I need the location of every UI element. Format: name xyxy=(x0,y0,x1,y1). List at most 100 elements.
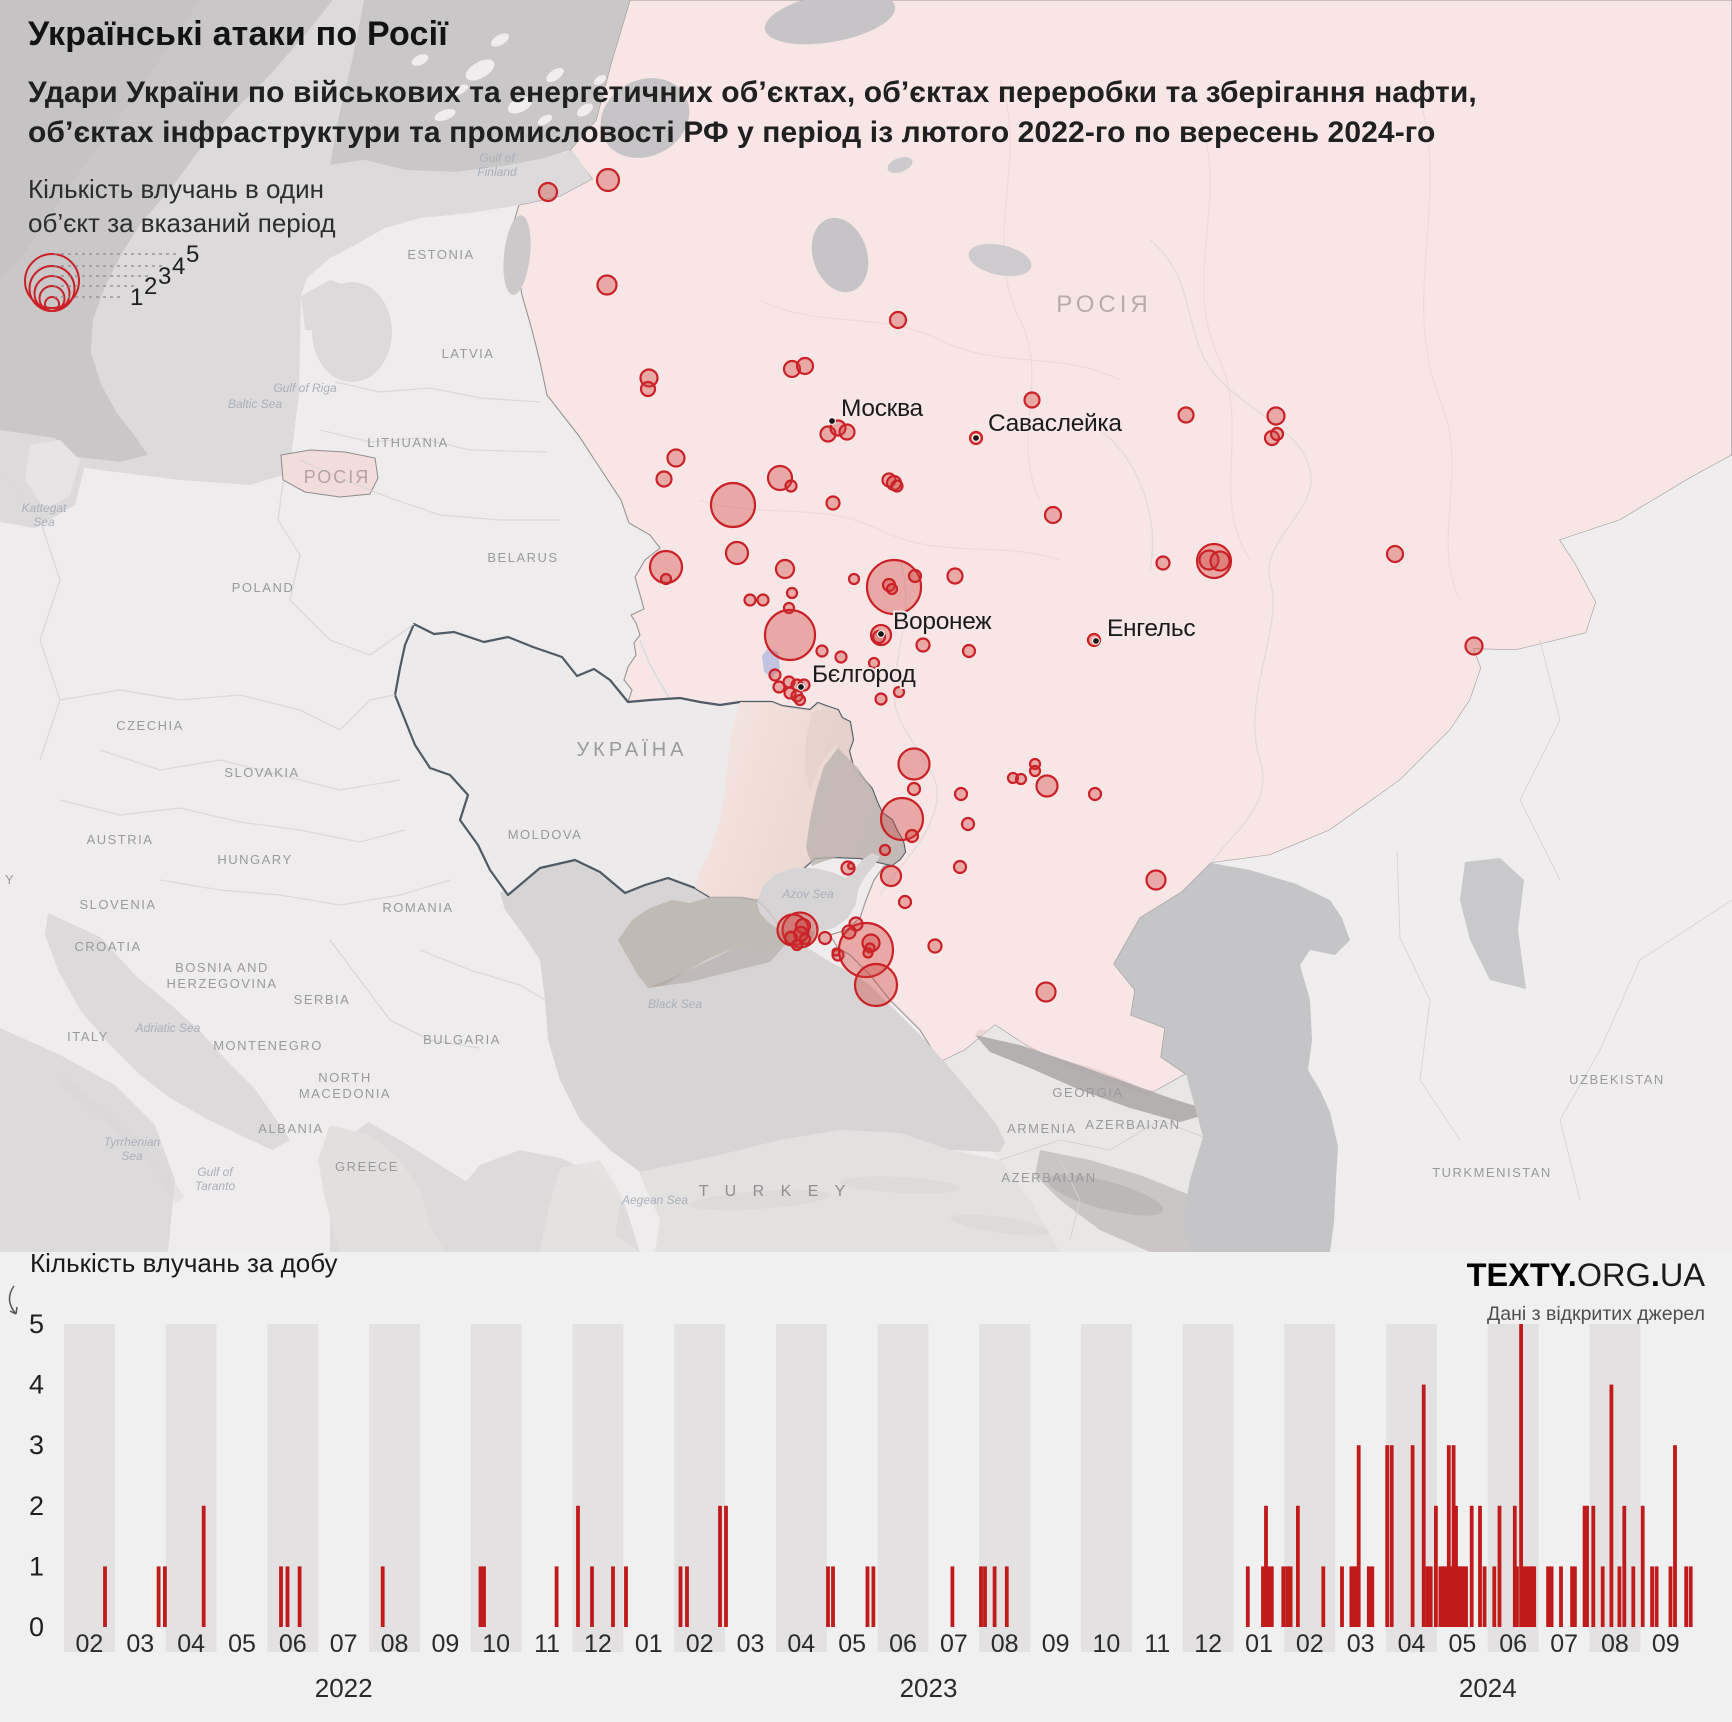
svg-text:MOLDOVA: MOLDOVA xyxy=(508,827,583,842)
svg-text:Дані з відкритих джерел: Дані з відкритих джерел xyxy=(1487,1303,1705,1325)
svg-text:Gulf of Riga: Gulf of Riga xyxy=(273,381,337,395)
svg-text:06: 06 xyxy=(1499,1630,1527,1658)
svg-text:UZBEKISTAN: UZBEKISTAN xyxy=(1569,1072,1665,1087)
svg-text:09: 09 xyxy=(431,1630,459,1658)
svg-text:03: 03 xyxy=(737,1630,765,1658)
svg-text:07: 07 xyxy=(1550,1630,1578,1658)
svg-text:TEXTY.ORG.UA: TEXTY.ORG.UA xyxy=(1467,1257,1706,1293)
svg-text:5: 5 xyxy=(186,241,199,268)
svg-text:08: 08 xyxy=(1601,1630,1629,1658)
svg-text:0: 0 xyxy=(29,1612,44,1642)
svg-text:Baltic Sea: Baltic Sea xyxy=(228,397,282,411)
svg-text:Taranto: Taranto xyxy=(195,1179,236,1193)
svg-text:TURKMENISTAN: TURKMENISTAN xyxy=(1432,1165,1552,1180)
svg-text:Kattegat: Kattegat xyxy=(22,501,67,515)
svg-text:08: 08 xyxy=(381,1630,409,1658)
svg-text:2023: 2023 xyxy=(900,1673,958,1703)
svg-text:HUNGARY: HUNGARY xyxy=(217,852,292,867)
svg-text:ROMANIA: ROMANIA xyxy=(382,900,453,915)
svg-text:GEORGIA: GEORGIA xyxy=(1052,1085,1123,1100)
svg-text:Кількість влучань за добу: Кількість влучань за добу xyxy=(30,1252,338,1278)
svg-text:07: 07 xyxy=(330,1630,358,1658)
svg-text:07: 07 xyxy=(940,1630,968,1658)
svg-text:05: 05 xyxy=(1448,1630,1476,1658)
svg-text:1: 1 xyxy=(130,284,143,311)
svg-text:SLOVENIA: SLOVENIA xyxy=(79,897,156,912)
svg-text:Саваслейка: Саваслейка xyxy=(988,410,1122,437)
svg-text:LITHUANIA: LITHUANIA xyxy=(367,435,448,450)
svg-text:LATVIA: LATVIA xyxy=(442,346,495,361)
svg-text:04: 04 xyxy=(177,1630,205,1658)
svg-text:1: 1 xyxy=(29,1551,44,1581)
svg-text:GREECE: GREECE xyxy=(335,1159,399,1174)
svg-text:11: 11 xyxy=(1144,1630,1170,1658)
svg-text:5: 5 xyxy=(29,1309,44,1339)
svg-text:08: 08 xyxy=(991,1630,1019,1658)
svg-text:Azov Sea: Azov Sea xyxy=(781,887,834,901)
svg-text:02: 02 xyxy=(75,1630,103,1658)
svg-text:Енгельс: Енгельс xyxy=(1107,615,1195,642)
svg-text:2: 2 xyxy=(144,273,157,300)
svg-text:06: 06 xyxy=(279,1630,307,1658)
svg-text:HERZEGOVINA: HERZEGOVINA xyxy=(166,976,277,991)
svg-text:Aegean Sea: Aegean Sea xyxy=(621,1193,688,1207)
svg-text:4: 4 xyxy=(172,253,185,280)
svg-text:ARMENIA: ARMENIA xyxy=(1007,1121,1077,1136)
svg-text:01: 01 xyxy=(1245,1630,1273,1658)
svg-text:2024: 2024 xyxy=(1459,1673,1517,1703)
svg-text:CROATIA: CROATIA xyxy=(74,939,141,954)
svg-text:02: 02 xyxy=(1296,1630,1324,1658)
svg-text:Y: Y xyxy=(5,872,15,887)
svg-text:04: 04 xyxy=(787,1630,815,1658)
svg-text:РОСІЯ: РОСІЯ xyxy=(1056,291,1151,318)
svg-text:AUSTRIA: AUSTRIA xyxy=(87,832,154,847)
svg-text:ITALY: ITALY xyxy=(67,1029,109,1044)
svg-text:05: 05 xyxy=(838,1630,866,1658)
svg-text:3: 3 xyxy=(29,1430,44,1460)
svg-text:12: 12 xyxy=(584,1630,612,1658)
svg-text:BELARUS: BELARUS xyxy=(487,550,558,565)
svg-text:2: 2 xyxy=(29,1491,44,1521)
svg-text:POLAND: POLAND xyxy=(232,580,294,595)
svg-text:05: 05 xyxy=(228,1630,256,1658)
svg-text:06: 06 xyxy=(889,1630,917,1658)
svg-text:11: 11 xyxy=(534,1630,560,1658)
svg-text:09: 09 xyxy=(1042,1630,1070,1658)
svg-text:01: 01 xyxy=(635,1630,663,1658)
svg-text:4: 4 xyxy=(29,1370,44,1400)
svg-text:BULGARIA: BULGARIA xyxy=(423,1032,501,1047)
svg-text:SERBIA: SERBIA xyxy=(294,992,351,1007)
svg-text:AZERBAIJAN: AZERBAIJAN xyxy=(1001,1170,1096,1185)
svg-text:04: 04 xyxy=(1398,1630,1426,1658)
svg-text:BOSNIA AND: BOSNIA AND xyxy=(175,960,269,975)
svg-text:2022: 2022 xyxy=(315,1673,373,1703)
svg-text:Tyrrhenian: Tyrrhenian xyxy=(104,1135,161,1149)
svg-text:ESTONIA: ESTONIA xyxy=(407,247,474,262)
svg-text:Воронеж: Воронеж xyxy=(893,608,992,635)
svg-text:T U R K E Y: T U R K E Y xyxy=(699,1183,852,1200)
svg-text:Sea: Sea xyxy=(33,515,55,529)
svg-text:03: 03 xyxy=(126,1630,154,1658)
svg-text:Gulf of: Gulf of xyxy=(479,151,516,165)
svg-text:Sea: Sea xyxy=(121,1149,143,1163)
svg-text:MACEDONIA: MACEDONIA xyxy=(299,1086,391,1101)
svg-text:NORTH: NORTH xyxy=(318,1070,371,1085)
svg-text:Gulf of: Gulf of xyxy=(197,1165,234,1179)
svg-text:AZERBAIJAN: AZERBAIJAN xyxy=(1085,1117,1180,1132)
svg-text:03: 03 xyxy=(1347,1630,1375,1658)
svg-text:Adriatic Sea: Adriatic Sea xyxy=(135,1021,201,1035)
svg-text:Finland: Finland xyxy=(477,165,517,179)
svg-text:Москва: Москва xyxy=(841,395,924,422)
svg-text:РОСІЯ: РОСІЯ xyxy=(304,467,371,487)
svg-text:09: 09 xyxy=(1652,1630,1680,1658)
svg-text:CZECHIA: CZECHIA xyxy=(116,718,184,733)
svg-text:10: 10 xyxy=(482,1630,510,1658)
svg-text:02: 02 xyxy=(686,1630,714,1658)
svg-text:MONTENEGRO: MONTENEGRO xyxy=(213,1038,323,1053)
svg-text:Бєлгород: Бєлгород xyxy=(812,661,916,688)
svg-text:ALBANIA: ALBANIA xyxy=(258,1121,323,1136)
svg-text:SLOVAKIA: SLOVAKIA xyxy=(224,765,299,780)
svg-text:10: 10 xyxy=(1092,1630,1120,1658)
svg-text:Black Sea: Black Sea xyxy=(648,997,702,1011)
svg-text:3: 3 xyxy=(158,263,171,290)
